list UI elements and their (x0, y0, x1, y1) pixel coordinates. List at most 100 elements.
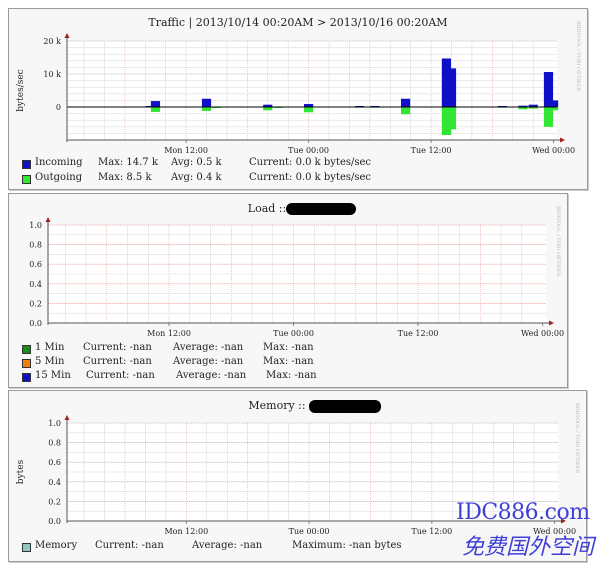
y-tick-label: 0.6 (29, 260, 42, 269)
legend-5min-average: Average: -nan (173, 356, 244, 367)
bar-incoming (528, 104, 538, 107)
memory-graph-panel: 1.0 0.8 0.6 0.4 0.2 0.0 Mon 12:00 Tue 00:00 Tue … (8, 390, 587, 562)
bar-outgoing (528, 107, 538, 109)
y-axis-arrow-icon (64, 33, 70, 38)
legend-memory-maximum: Maximum: -nan bytes (292, 540, 402, 551)
y-tick-label: 10 k (43, 70, 61, 79)
x-tick-label: Tue 12:00 (398, 329, 439, 338)
chart-title: Memory :: (248, 399, 305, 412)
bar-outgoing (441, 107, 452, 136)
bar-outgoing (400, 107, 411, 115)
x-tick-label: Tue 00:00 (273, 329, 314, 338)
x-tick-label: Tue 12:00 (411, 146, 452, 155)
x-tick-label: Tue 12:00 (411, 527, 452, 536)
legend-swatch-incoming (22, 160, 31, 169)
bar-outgoing (263, 107, 273, 111)
y-tick-label: 0.4 (48, 478, 61, 487)
legend-swatch-outgoing (22, 175, 31, 184)
bar-incoming (543, 72, 554, 107)
bar-outgoing (543, 107, 554, 127)
legend-15min-average: Average: -nan (176, 370, 247, 381)
legend-incoming-avg: Avg: 0.5 k (171, 157, 222, 168)
legend-15min-max: Max: -nan (266, 370, 317, 381)
y-axis-label: bytes/sec (16, 69, 26, 111)
bar-incoming (150, 101, 161, 107)
x-tick-label: Wed 00:00 (521, 329, 564, 338)
bar-outgoing (150, 107, 161, 112)
bar-incoming (263, 104, 273, 107)
legend-15min-current: Current: -nan (86, 370, 155, 381)
legend-swatch-15min (22, 373, 31, 382)
legend-15min-name: 15 Min (35, 370, 71, 381)
x-tick-label: Mon 12:00 (164, 527, 208, 536)
y-tick-label: 0.0 (48, 517, 61, 526)
legend-memory-current: Current: -nan (95, 540, 164, 551)
chart-title: Traffic | 2013/10/14 00:20AM > 2013/10/1… (148, 16, 447, 30)
legend-incoming-max: Max: 14.7 k (98, 157, 158, 168)
load-graph-panel: 1.0 0.8 0.6 0.4 0.2 0.0 Mon 12:00 Tue 00:00 Tue … (8, 193, 568, 388)
site-watermark-tagline: 免费国外空间 (462, 535, 595, 560)
rrdtool-watermark: RRDTOOL / TOBI OETIKER (574, 403, 580, 473)
traffic-graph-panel: 20 k 10 k 0 Mon 12:00 Tue 00:00 Tue 12:00 Wed … (8, 8, 588, 190)
legend-memory-name: Memory (35, 540, 78, 551)
redacted-hostname (309, 400, 381, 413)
legend-memory-average: Average: -nan (192, 540, 263, 551)
x-tick-label: Wed 00:00 (533, 527, 576, 536)
legend-1min-average: Average: -nan (173, 342, 244, 353)
legend-outgoing-max: Max: 8.5 k (98, 172, 152, 183)
x-axis-arrow-icon (549, 320, 554, 326)
bar-incoming (400, 98, 411, 107)
bar-outgoing (518, 107, 528, 110)
y-tick-label: 0.4 (29, 280, 42, 289)
legend-5min-max: Max: -nan (263, 356, 314, 367)
legend-swatch-5min (22, 359, 31, 368)
bar-outgoing (549, 107, 559, 111)
x-tick-label: Tue 00:00 (289, 527, 330, 536)
memory-chart: 1.0 0.8 0.6 0.4 0.2 0.0 Mon 12:00 Tue 00:00 Tue … (16, 399, 580, 536)
y-tick-label: 1.0 (29, 221, 42, 230)
bar-incoming (518, 105, 528, 107)
legend-outgoing-avg: Avg: 0.4 k (171, 172, 222, 183)
y-axis-arrow-icon (64, 415, 70, 420)
y-tick-label: 0.6 (48, 458, 61, 467)
y-tick-label: 0.8 (29, 241, 42, 250)
y-tick-label: 20 k (43, 37, 61, 46)
redacted-hostname (286, 203, 356, 215)
x-axis-arrow-icon (561, 518, 566, 524)
x-tick-label: Wed 00:00 (532, 146, 575, 155)
chart-title: Load :: (248, 202, 286, 215)
legend-incoming-current: Current: 0.0 k bytes/sec (249, 157, 372, 168)
legend-outgoing-current: Current: 0.0 k bytes/sec (249, 172, 372, 183)
y-tick-label: 0.8 (48, 439, 61, 448)
x-tick-label: Mon 12:00 (147, 329, 191, 338)
bar-incoming (446, 68, 457, 107)
bar-incoming (549, 100, 559, 107)
x-axis-arrow-icon (560, 137, 565, 143)
x-tick-label: Tue 00:00 (288, 146, 329, 155)
y-tick-label: 0.2 (48, 497, 61, 506)
legend-incoming-name: Incoming (35, 157, 83, 168)
bar-outgoing (446, 107, 457, 130)
legend-outgoing-name: Outgoing (35, 172, 83, 183)
legend-swatch-memory (22, 543, 31, 552)
bar-outgoing (304, 107, 314, 113)
y-tick-label: 0.2 (29, 299, 42, 308)
bar-incoming (304, 104, 314, 107)
y-axis-label: bytes (16, 459, 26, 484)
load-chart: 1.0 0.8 0.6 0.4 0.2 0.0 Mon 12:00 Tue 00:00 Tue … (29, 202, 564, 338)
rrdtool-watermark: RRDTOOL / TOBI OETIKER (575, 21, 581, 91)
site-watermark-domain: IDC886.com (456, 500, 590, 525)
bar-outgoing (201, 107, 212, 111)
legend-1min-name: 1 Min (35, 342, 65, 353)
y-tick-label: 0 (56, 103, 61, 112)
bar-incoming (201, 98, 212, 107)
y-tick-label: 1.0 (48, 419, 61, 428)
rrdtool-watermark: RRDTOOL / TOBI OETIKER (555, 206, 561, 276)
plot-area (67, 41, 557, 140)
bar-incoming (441, 58, 452, 107)
legend-1min-current: Current: -nan (83, 342, 152, 353)
y-axis-arrow-icon (45, 217, 51, 222)
legend-5min-current: Current: -nan (83, 356, 152, 367)
legend-swatch-1min (22, 345, 31, 354)
traffic-chart: 20 k 10 k 0 Mon 12:00 Tue 00:00 Tue 12:00 Wed … (16, 16, 581, 155)
